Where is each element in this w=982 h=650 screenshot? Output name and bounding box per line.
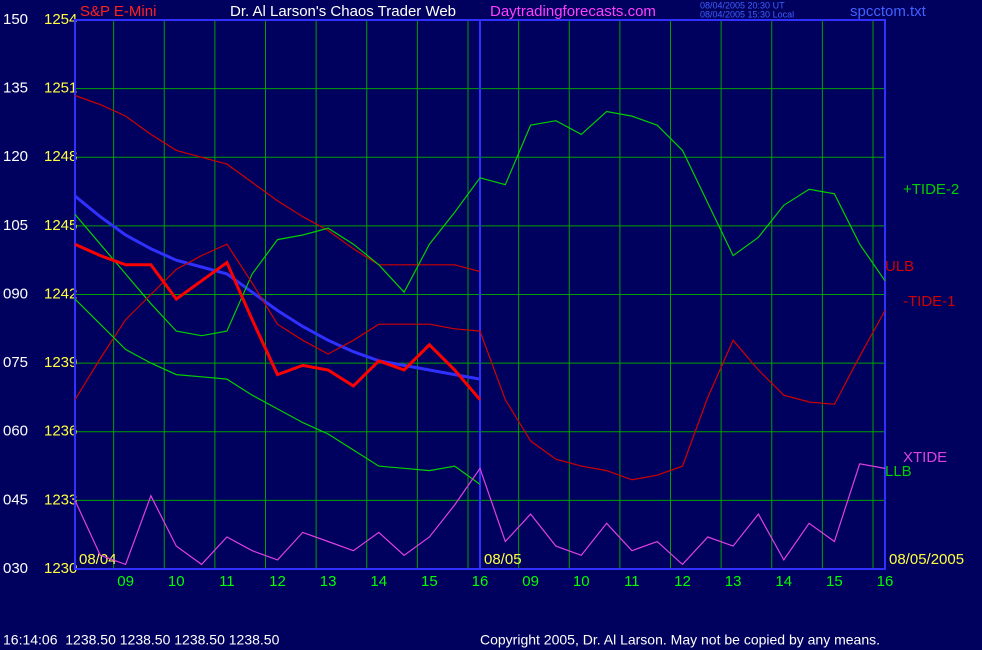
x-tick-label: 16 bbox=[472, 573, 489, 590]
series-line bbox=[74, 242, 482, 401]
legend-label: -TIDE-1 bbox=[903, 293, 956, 310]
timestamp: 08/04/2005 20:30 UT bbox=[700, 0, 785, 10]
symbol: S&P E-Mini bbox=[80, 3, 156, 20]
chart-title: Dr. Al Larson's Chaos Trader Web bbox=[230, 3, 456, 20]
timestamp: 08/04/2005 15:30 Local bbox=[700, 9, 794, 19]
subtitle: Daytradingforecasts.com bbox=[490, 3, 656, 20]
y2-tick-label: 060 bbox=[3, 423, 28, 440]
y2-tick-label: 075 bbox=[3, 354, 28, 371]
file-name: spcctom.txt bbox=[850, 3, 927, 20]
x-tick-label: 12 bbox=[269, 573, 286, 590]
y-tick-label: 1245 bbox=[44, 217, 77, 234]
y-tick-label: 1236 bbox=[44, 423, 77, 440]
x-tick-label: 11 bbox=[624, 573, 640, 590]
copyright: Copyright 2005, Dr. Al Larson. May not b… bbox=[480, 632, 880, 648]
x-tick-label: 09 bbox=[522, 573, 539, 590]
y2-tick-label: 045 bbox=[3, 491, 28, 508]
plot-layer: 1230 1233 1236 1239 1242 1245 1248 1251 1254 030 0… bbox=[3, 11, 964, 590]
series-line bbox=[74, 94, 481, 273]
y2-tick-label: 105 bbox=[3, 217, 28, 234]
series-line bbox=[74, 463, 886, 566]
y-tick-label: 1230 bbox=[44, 560, 77, 577]
x-tick-label: 15 bbox=[826, 573, 843, 590]
y-tick-label: 1239 bbox=[44, 354, 77, 371]
legend-label: LLB bbox=[885, 463, 912, 480]
y2-tick-label: 120 bbox=[3, 148, 28, 165]
x-tick-label: 12 bbox=[674, 573, 691, 590]
plot-frame bbox=[74, 19, 886, 570]
day-label: 08/05 bbox=[484, 551, 522, 568]
x-tick-label: 10 bbox=[168, 573, 185, 590]
y-tick-label: 1233 bbox=[44, 491, 77, 508]
y-tick-label: 1242 bbox=[44, 285, 77, 302]
x-tick-label: 15 bbox=[421, 573, 438, 590]
series-line bbox=[74, 110, 886, 337]
day-label: 08/04 bbox=[79, 551, 117, 568]
status: 16:14:06 1238.50 1238.50 1238.50 1238.50 bbox=[3, 632, 280, 648]
y-tick-label: 1251 bbox=[44, 80, 77, 97]
legend-label: ULB bbox=[885, 258, 914, 275]
y2-tick-label: 150 bbox=[3, 11, 28, 28]
y-tick-label: 1248 bbox=[44, 148, 77, 165]
x-tick-label: 11 bbox=[219, 573, 235, 590]
x-tick-label: 13 bbox=[725, 573, 742, 590]
y2-tick-label: 135 bbox=[3, 80, 28, 97]
series-line bbox=[74, 194, 481, 381]
legend-label: XTIDE bbox=[903, 449, 947, 466]
legend-label: +TIDE-2 bbox=[903, 181, 959, 198]
x-tick-label: 16 bbox=[877, 573, 894, 590]
series-line bbox=[74, 298, 481, 485]
series-line bbox=[74, 243, 886, 481]
x-tick-label: 09 bbox=[117, 573, 134, 590]
y2-tick-label: 090 bbox=[3, 285, 28, 302]
x-tick-label: 13 bbox=[320, 573, 337, 590]
y2-tick-label: 030 bbox=[3, 560, 28, 577]
x-tick-label: 14 bbox=[370, 573, 387, 590]
x-tick-label: 14 bbox=[775, 573, 792, 590]
y-tick-label: 1254 bbox=[44, 11, 77, 28]
day-label: 08/05/2005 bbox=[889, 551, 964, 568]
x-tick-label: 10 bbox=[573, 573, 590, 590]
